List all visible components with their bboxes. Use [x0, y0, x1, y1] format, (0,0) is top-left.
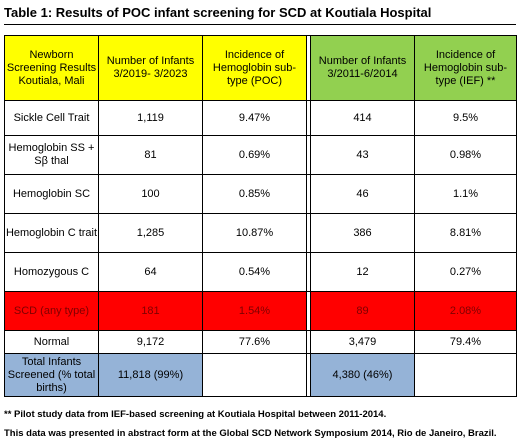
table-row-scd: SCD (any type) 181 1.54% 89 2.08%	[4, 291, 517, 331]
table-row: Normal 9,172 77.6% 3,479 79.4%	[4, 330, 517, 354]
count-poc: 1,285	[98, 213, 203, 253]
count-ief: 43	[310, 135, 415, 175]
header-incidence-poc: Incidence of Hemoglobin sub-type (POC)	[202, 35, 307, 101]
row-label: SCD (any type)	[4, 291, 99, 331]
table-row: Hemoglobin SS + Sβ thal 81 0.69% 43 0.98…	[4, 135, 517, 175]
count-poc: 81	[98, 135, 203, 175]
table-row: Sickle Cell Trait 1,119 9.47% 414 9.5%	[4, 100, 517, 136]
count-poc: 1,119	[98, 100, 203, 136]
count-ief: 386	[310, 213, 415, 253]
table-row-total: Total Infants Screened (% total births) …	[4, 353, 517, 397]
row-label: Hemoglobin C trait	[4, 213, 99, 253]
incidence-poc: 10.87%	[202, 213, 307, 253]
count-ief: 414	[310, 100, 415, 136]
incidence-poc: 0.69%	[202, 135, 307, 175]
incidence-ief: 1.1%	[414, 174, 517, 214]
count-poc: 11,818 (99%)	[98, 353, 203, 397]
table-row: Homozygous C 64 0.54% 12 0.27%	[4, 252, 517, 292]
footnote-abstract: This data was presented in abstract form…	[4, 428, 497, 439]
count-poc: 9,172	[98, 330, 203, 354]
count-ief: 4,380 (46%)	[310, 353, 415, 397]
incidence-ief: 9.5%	[414, 100, 517, 136]
incidence-ief: 0.98%	[414, 135, 517, 175]
incidence-poc: 0.54%	[202, 252, 307, 292]
row-label: Total Infants Screened (% total births)	[4, 353, 99, 397]
row-label: Sickle Cell Trait	[4, 100, 99, 136]
incidence-poc: 1.54%	[202, 291, 307, 331]
row-label: Normal	[4, 330, 99, 354]
header-results: Newborn Screening Results Koutiala, Mali	[4, 35, 99, 101]
header-incidence-ief: Incidence of Hemoglobin sub-type (IEF) *…	[414, 35, 517, 101]
incidence-ief: 2.08%	[414, 291, 517, 331]
table-row: Hemoglobin SC 100 0.85% 46 1.1%	[4, 174, 517, 214]
incidence-poc: 77.6%	[202, 330, 307, 354]
incidence-poc	[202, 353, 307, 397]
row-label: Homozygous C	[4, 252, 99, 292]
header-count-poc: Number of Infants 3/2019- 3/2023	[98, 35, 203, 101]
incidence-ief: 79.4%	[414, 330, 517, 354]
footnote-ief: ** Pilot study data from IEF-based scree…	[4, 409, 387, 420]
incidence-ief: 0.27%	[414, 252, 517, 292]
incidence-poc: 9.47%	[202, 100, 307, 136]
count-ief: 3,479	[310, 330, 415, 354]
header-row: Newborn Screening Results Koutiala, Mali…	[4, 35, 517, 101]
count-ief: 12	[310, 252, 415, 292]
table-title: Table 1: Results of POC infant screening…	[4, 2, 516, 25]
results-table: Newborn Screening Results Koutiala, Mali…	[4, 35, 517, 397]
count-poc: 181	[98, 291, 203, 331]
count-poc: 100	[98, 174, 203, 214]
incidence-ief	[414, 353, 517, 397]
count-ief: 89	[310, 291, 415, 331]
count-ief: 46	[310, 174, 415, 214]
incidence-poc: 0.85%	[202, 174, 307, 214]
count-poc: 64	[98, 252, 203, 292]
row-label: Hemoglobin SS + Sβ thal	[4, 135, 99, 175]
header-count-ief: Number of Infants 3/2011-6/2014	[310, 35, 415, 101]
row-label: Hemoglobin SC	[4, 174, 99, 214]
incidence-ief: 8.81%	[414, 213, 517, 253]
table-row: Hemoglobin C trait 1,285 10.87% 386 8.81…	[4, 213, 517, 253]
